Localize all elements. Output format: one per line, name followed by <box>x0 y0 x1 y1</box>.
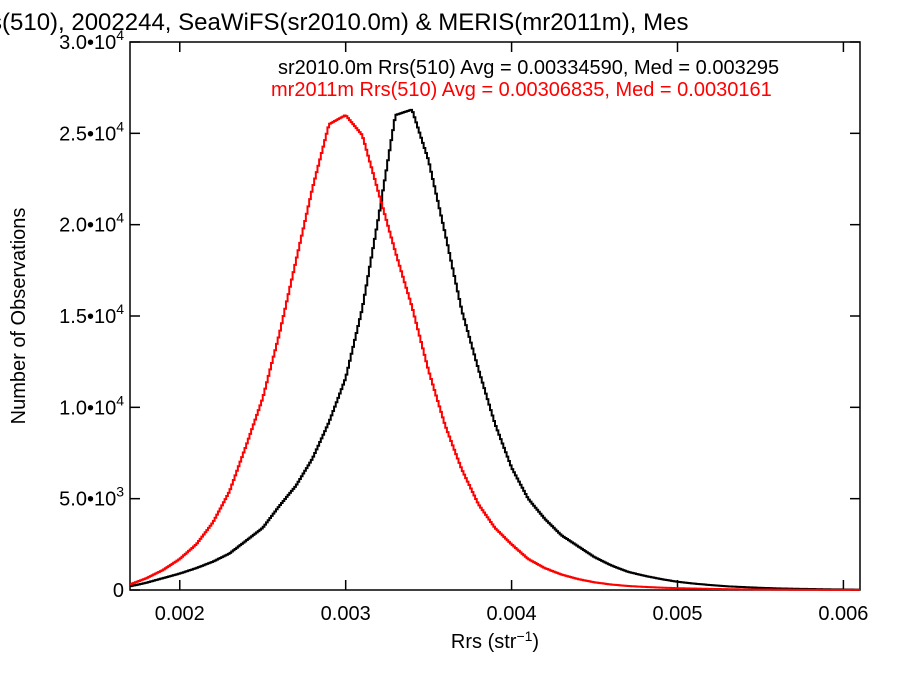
x-tick-label-1: 0.003 <box>321 603 371 625</box>
chart-title: s(510), 2002244, SeaWiFS(sr2010.0m) & ME… <box>0 9 688 36</box>
x-axis-label-suffix: ) <box>532 631 539 653</box>
y-tick-label-4: 2.0•104 <box>59 210 124 237</box>
x-tick-label-2: 0.004 <box>487 603 537 625</box>
y-tick-label-0: 0 <box>113 580 124 602</box>
y-tick-label-1: 5.0•103 <box>59 484 124 511</box>
x-axis-label-superscript: −1 <box>516 628 532 644</box>
x-tick-label-3: 0.005 <box>652 603 702 625</box>
x-tick-label-0: 0.002 <box>155 603 205 625</box>
y-axis-ticks: 0 5.0•103 1.0•104 1.5•104 2.0•104 2.5•104 3.0•… <box>59 27 860 602</box>
series-lines <box>129 108 861 591</box>
plot-frame <box>129 41 861 591</box>
y-tick-label-2: 1.0•104 <box>59 392 124 419</box>
y-tick-label-6: 3.0•104 <box>59 27 124 54</box>
x-axis-ticks: 0.002 0.003 0.004 0.005 0.006 <box>155 42 868 625</box>
y-axis-label: Number of Observations <box>8 208 30 425</box>
series-line-1 <box>130 114 860 591</box>
y-tick-label-5: 2.5•104 <box>59 118 124 145</box>
y-tick-label-3: 1.5•104 <box>59 301 124 328</box>
x-tick-label-4: 0.006 <box>818 603 868 625</box>
x-axis-label-text: Rrs (str <box>451 631 517 653</box>
series-line-0 <box>130 108 860 591</box>
x-axis-label: Rrs (str−1) <box>451 628 539 653</box>
legend-entry-sr2010: sr2010.0m Rrs(510) Avg = 0.00334590, Med… <box>278 57 779 79</box>
legend-entry-mr2011: mr2011m Rrs(510) Avg = 0.00306835, Med =… <box>271 79 772 101</box>
